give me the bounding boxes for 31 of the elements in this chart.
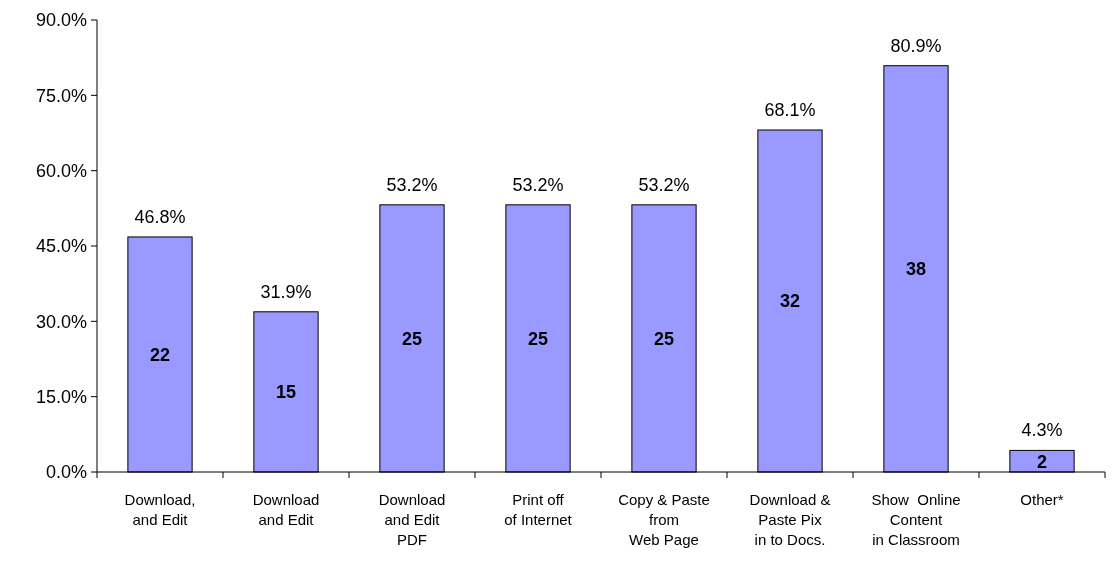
annotation: 2 (1036, 451, 1048, 472)
y-tick-label: 45.0% (35, 236, 87, 257)
y-tick-label: 0.0% (45, 462, 87, 483)
y-tick-label: 15.0% (35, 386, 87, 407)
x-tick-label: Download & Paste Pix in to Docs. (749, 491, 831, 548)
x-tick-label: Download and Edit (252, 491, 320, 528)
data-label: 80.9% (890, 35, 942, 56)
annotation: 25 (653, 328, 675, 349)
y-tick-label: 75.0% (35, 85, 87, 106)
annotation: 32 (779, 291, 801, 312)
data-label: 53.2% (638, 174, 690, 195)
annotation: 38 (905, 259, 927, 280)
data-label: 46.8% (134, 206, 186, 227)
data-label: 53.2% (386, 174, 438, 195)
x-tick-label: Download, and Edit (124, 491, 196, 528)
annotation: 15 (275, 382, 297, 403)
data-label: 4.3% (1021, 420, 1063, 441)
y-tick-label: 90.0% (35, 10, 87, 31)
annotation: 25 (401, 328, 423, 349)
data-label: 53.2% (512, 174, 564, 195)
data-label: 68.1% (764, 99, 816, 120)
x-tick-label: Download and Edit PDF (378, 491, 446, 548)
x-tick-label: Print off of Internet (504, 491, 573, 528)
annotation: 25 (527, 328, 549, 349)
x-tick-label: Other* (1020, 491, 1064, 508)
x-tick-label: Show Online Content in Classroom (871, 491, 961, 548)
annotation: 22 (149, 344, 171, 365)
x-tick-label: Copy & Paste from Web Page (618, 491, 710, 548)
y-tick-label: 60.0% (35, 160, 87, 181)
data-label: 31.9% (260, 281, 312, 302)
y-tick-label: 30.0% (35, 311, 87, 332)
